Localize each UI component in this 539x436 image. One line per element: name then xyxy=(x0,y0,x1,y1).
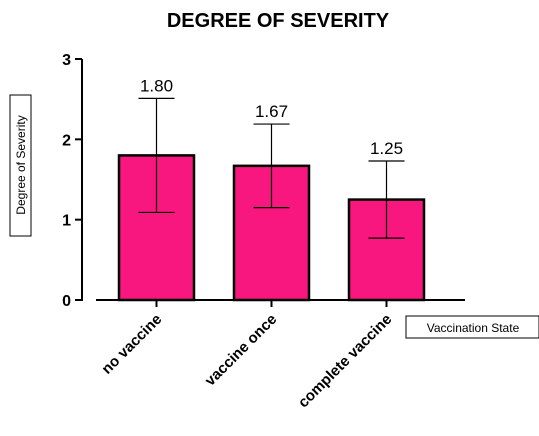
y-axis-title-box: Degree of Severity xyxy=(9,94,32,237)
chart-title: DEGREE OF SEVERITY xyxy=(167,10,390,32)
data-label: 1.80 xyxy=(140,76,173,95)
plot-area: 0 1 2 3 1.80 no vaccine 1.67 vaccine once 1.25 co… xyxy=(62,52,465,411)
x-tick-label: complete vaccine xyxy=(295,311,395,411)
y-tick-label: 0 xyxy=(62,293,71,310)
x-tick-label: no vaccine xyxy=(98,311,165,378)
x-tick-label: vaccine once xyxy=(202,311,281,390)
x-axis-title: Vaccination State xyxy=(427,321,520,335)
y-tick-label: 2 xyxy=(62,132,71,149)
data-label: 1.25 xyxy=(370,139,403,158)
y-tick-label: 3 xyxy=(62,52,71,69)
data-label: 1.67 xyxy=(255,102,288,121)
y-axis-title: Degree of Severity xyxy=(14,115,28,214)
x-axis-title-box: Vaccination State xyxy=(405,315,539,339)
y-tick-label: 1 xyxy=(62,213,71,230)
